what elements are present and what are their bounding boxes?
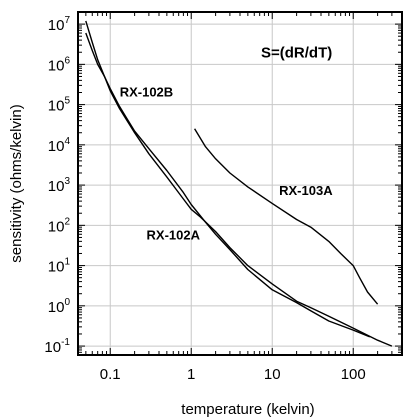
y-tick-label: 101 <box>48 257 71 276</box>
y-tick-label: 107 <box>48 15 71 34</box>
y-axis-title: sensitivity (ohms/kelvin) <box>8 104 25 262</box>
series-line-rx-103a <box>194 128 379 305</box>
y-tick-label: 105 <box>48 96 71 115</box>
plot-frame <box>77 11 403 356</box>
y-tick-labels: 107 106 105 104 103 102 101 100 10-1 <box>44 15 70 356</box>
y-tick-label: 104 <box>48 136 71 155</box>
annotation-label: RX-103A <box>279 183 333 198</box>
series-layer <box>85 20 393 347</box>
y-tick-label: 102 <box>48 216 71 235</box>
y-tick-label: 103 <box>48 176 71 195</box>
y-tick-label: 100 <box>48 297 71 316</box>
y-tick-label: 10-1 <box>44 337 70 356</box>
x-tick-label: 10 <box>264 366 281 383</box>
annotation-label: RX-102A <box>147 227 201 242</box>
x-tick-labels: 0.1 1 10 100 <box>100 366 366 383</box>
annotation-label: S=(dR/dT) <box>261 44 332 61</box>
annotations: S=(dR/dT) RX-102B RX-103A RX-102A <box>120 44 333 242</box>
annotation-label: RX-102B <box>120 84 173 99</box>
series-line-rx-102a <box>85 32 371 338</box>
x-axis-title: temperature (kelvin) <box>181 401 314 418</box>
y-tick-label: 106 <box>48 55 71 74</box>
x-tick-label: 100 <box>341 366 366 383</box>
x-tick-label: 1 <box>187 366 195 383</box>
grid <box>78 12 402 355</box>
x-tick-label: 0.1 <box>100 366 121 383</box>
